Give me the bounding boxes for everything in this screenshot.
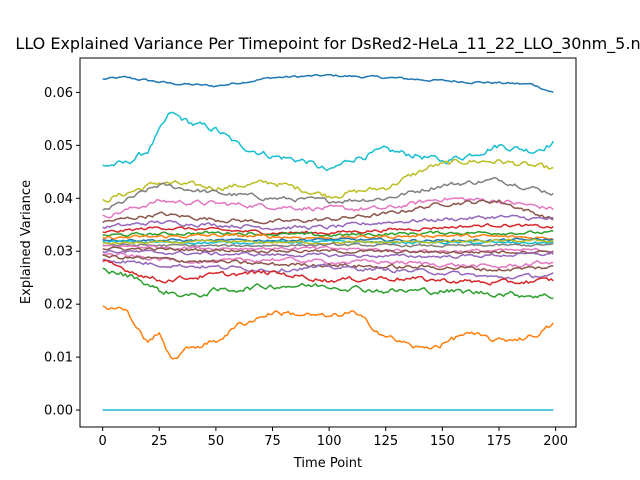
series-line-6	[102, 214, 554, 231]
x-tick-label: 150	[430, 434, 455, 449]
x-tick-label: 175	[487, 434, 512, 449]
y-tick-label: 0.02	[44, 298, 73, 313]
x-tick-label: 200	[543, 434, 568, 449]
x-axis-label: Time Point	[293, 456, 362, 471]
y-tick-label: 0.04	[44, 192, 73, 207]
series-line-21	[102, 267, 554, 300]
x-tick-label: 0	[99, 434, 107, 449]
series-line-19	[102, 258, 554, 280]
series-line-16	[102, 249, 554, 259]
series-lines	[102, 73, 554, 411]
series-line-4	[102, 197, 554, 219]
chart-title: LLO Explained Variance Per Timepoint for…	[15, 34, 640, 54]
series-line-13	[102, 242, 554, 248]
series-line-0	[102, 73, 554, 93]
series-line-9	[102, 233, 554, 241]
y-tick-label: 0.06	[44, 86, 73, 101]
series-line-3	[102, 176, 554, 211]
y-axis-label: Explained Variance	[19, 180, 34, 304]
series-line-22	[102, 305, 554, 360]
series-line-1	[102, 111, 554, 172]
series-line-2	[102, 158, 554, 203]
y-axis-ticks: 0.00 0.01 0.02 0.03 0.04 0.05 0.06	[44, 86, 80, 419]
series-line-15	[102, 246, 554, 255]
y-tick-label: 0.01	[44, 351, 73, 366]
x-tick-label: 125	[373, 434, 398, 449]
y-tick-label: 0.05	[44, 139, 73, 154]
series-line-8	[102, 230, 554, 238]
series-line-20	[102, 259, 554, 286]
x-tick-label: 50	[208, 434, 225, 449]
series-line-18	[102, 254, 554, 272]
x-tick-label: 75	[264, 434, 281, 449]
x-tick-label: 25	[151, 434, 168, 449]
series-line-7	[102, 223, 554, 236]
x-axis-ticks: 0 25 50 75 100 125 150 175 200	[99, 427, 568, 449]
series-line-5	[102, 199, 554, 225]
plot-frame	[79, 57, 577, 428]
y-tick-label: 0.03	[44, 245, 73, 260]
x-tick-label: 100	[317, 434, 342, 449]
y-tick-label: 0.00	[44, 404, 73, 419]
